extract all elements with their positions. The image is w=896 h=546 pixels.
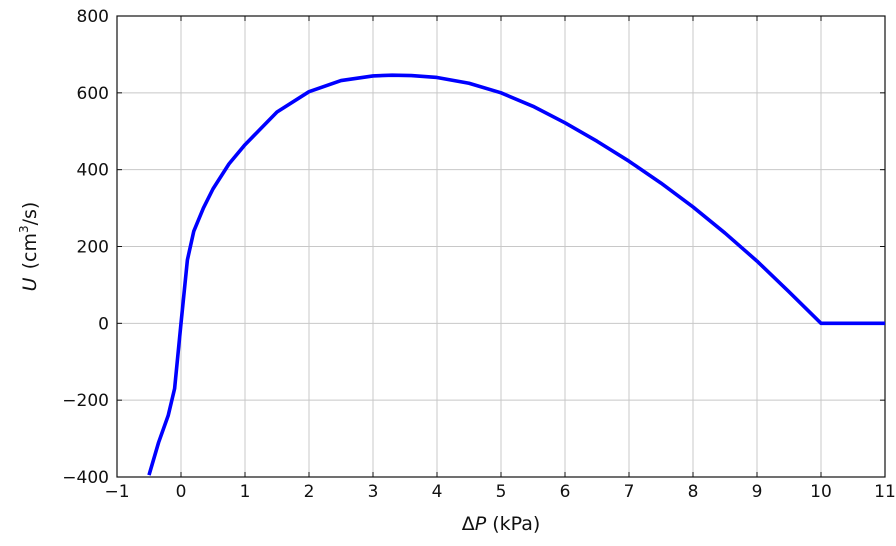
y-tick-label: −200 bbox=[62, 391, 109, 411]
x-tick-label: 7 bbox=[624, 482, 635, 502]
y-axis-label-unit-sup: 3 bbox=[17, 225, 31, 233]
y-tick-label: −400 bbox=[62, 468, 109, 488]
x-tick-label: 1 bbox=[240, 482, 251, 502]
y-axis-label-var: U bbox=[19, 277, 41, 291]
x-axis-label-prefix: Δ bbox=[462, 513, 475, 535]
y-tick-label: 400 bbox=[77, 161, 109, 181]
x-axis-label-unit: (kPa) bbox=[492, 513, 540, 535]
y-axis-label: U (cm3/s) bbox=[17, 202, 41, 292]
axis-ticks bbox=[116, 15, 886, 478]
x-tick-label: 3 bbox=[368, 482, 379, 502]
y-tick-label: 200 bbox=[77, 238, 109, 258]
x-tick-label: 9 bbox=[752, 482, 763, 502]
y-tick-label: 800 bbox=[77, 7, 109, 27]
x-tick-label: −1 bbox=[104, 482, 129, 502]
x-tick-label: 4 bbox=[432, 482, 443, 502]
x-tick-label: 10 bbox=[810, 482, 832, 502]
y-axis-label-unit-post: /s) bbox=[19, 202, 41, 226]
x-tick-label: 8 bbox=[688, 482, 699, 502]
x-tick-label: 11 bbox=[874, 482, 896, 502]
x-tick-label: 2 bbox=[304, 482, 315, 502]
x-tick-label: 5 bbox=[496, 482, 507, 502]
x-tick-label: 0 bbox=[176, 482, 187, 502]
x-axis-label-var: P bbox=[475, 513, 487, 535]
y-axis-label-unit-pre: (cm bbox=[19, 233, 41, 269]
x-axis-label: ΔP (kPa) bbox=[462, 513, 541, 535]
y-tick-label: 600 bbox=[77, 84, 109, 104]
tick-labels: −1 0 1 2 3 4 5 6 7 8 9 10 11 −400 −200 0 200 400 600 800 bbox=[62, 7, 896, 502]
grid-lines bbox=[116, 15, 886, 478]
series-line bbox=[147, 73, 885, 476]
x-tick-label: 6 bbox=[560, 482, 571, 502]
y-tick-label: 0 bbox=[98, 314, 109, 334]
